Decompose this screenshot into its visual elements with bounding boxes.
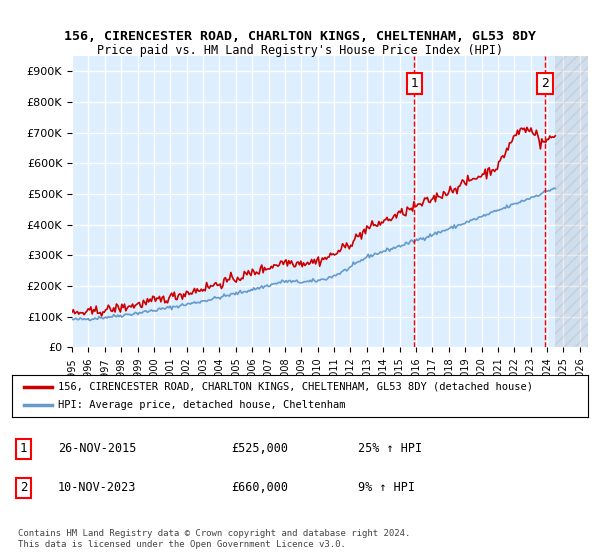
Text: Contains HM Land Registry data © Crown copyright and database right 2024.
This d: Contains HM Land Registry data © Crown c… bbox=[18, 529, 410, 549]
Text: Price paid vs. HM Land Registry's House Price Index (HPI): Price paid vs. HM Land Registry's House … bbox=[97, 44, 503, 57]
Text: 2: 2 bbox=[20, 482, 27, 494]
Bar bbox=[555, 56, 588, 347]
Text: £525,000: £525,000 bbox=[231, 442, 288, 455]
Text: 156, CIRENCESTER ROAD, CHARLTON KINGS, CHELTENHAM, GL53 8DY: 156, CIRENCESTER ROAD, CHARLTON KINGS, C… bbox=[64, 30, 536, 43]
Text: HPI: Average price, detached house, Cheltenham: HPI: Average price, detached house, Chel… bbox=[58, 400, 346, 410]
Text: 9% ↑ HPI: 9% ↑ HPI bbox=[358, 482, 415, 494]
Text: 1: 1 bbox=[410, 77, 418, 90]
Text: 10-NOV-2023: 10-NOV-2023 bbox=[58, 482, 136, 494]
Text: 25% ↑ HPI: 25% ↑ HPI bbox=[358, 442, 422, 455]
Text: 26-NOV-2015: 26-NOV-2015 bbox=[58, 442, 136, 455]
Text: £660,000: £660,000 bbox=[231, 482, 288, 494]
Text: 2: 2 bbox=[541, 77, 549, 90]
Text: 156, CIRENCESTER ROAD, CHARLTON KINGS, CHELTENHAM, GL53 8DY (detached house): 156, CIRENCESTER ROAD, CHARLTON KINGS, C… bbox=[58, 382, 533, 392]
Text: 1: 1 bbox=[20, 442, 27, 455]
